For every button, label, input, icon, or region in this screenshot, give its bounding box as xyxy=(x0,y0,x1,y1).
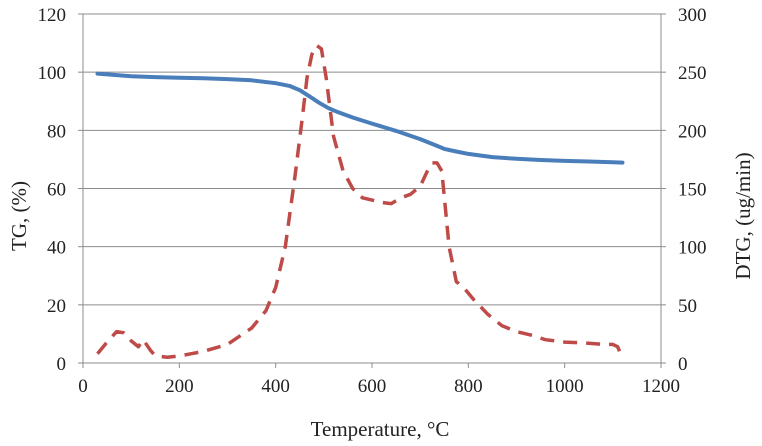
gridlines xyxy=(83,13,661,306)
y-right-tick-label-300: 300 xyxy=(678,5,707,26)
y-right-tick-label-0: 0 xyxy=(678,354,688,375)
series-tg-line xyxy=(95,71,625,165)
y-left-axis-title: TG, (%) xyxy=(7,181,31,251)
x-tick-label-0: 0 xyxy=(78,376,88,397)
y-left-tick-label-120: 120 xyxy=(38,5,67,26)
y-right-tick-label-250: 250 xyxy=(678,63,707,84)
y-left-tick-label-100: 100 xyxy=(38,63,67,84)
x-tick-label-1000: 1000 xyxy=(546,376,584,397)
axes xyxy=(78,13,666,368)
y-right-tick-label-100: 100 xyxy=(678,238,707,259)
series-layer xyxy=(95,43,625,359)
tick-labels: 0 200 400 600 800 1000 12000204060801001200501… xyxy=(38,5,707,397)
y-left-tick-label-20: 20 xyxy=(47,296,66,317)
y-right-axis-title: DTG, (ug/min) xyxy=(731,152,755,279)
y-left-tick-label-40: 40 xyxy=(47,238,66,259)
y-left-tick-label-80: 80 xyxy=(47,121,66,142)
x-tick-label-800: 800 xyxy=(454,376,483,397)
x-tick-label-600: 600 xyxy=(358,376,387,397)
y-left-tick-label-60: 60 xyxy=(47,180,66,201)
y-right-tick-label-150: 150 xyxy=(678,180,707,201)
x-axis-title: Temperature, °C xyxy=(311,417,450,441)
x-tick-label-200: 200 xyxy=(165,376,194,397)
x-tick-label-400: 400 xyxy=(261,376,290,397)
y-right-tick-label-200: 200 xyxy=(678,121,707,142)
y-right-tick-label-50: 50 xyxy=(678,296,697,317)
series-dtg-line xyxy=(96,43,625,359)
y-left-tick-label-0: 0 xyxy=(57,354,67,375)
x-tick-label-1200: 1200 xyxy=(642,376,680,397)
